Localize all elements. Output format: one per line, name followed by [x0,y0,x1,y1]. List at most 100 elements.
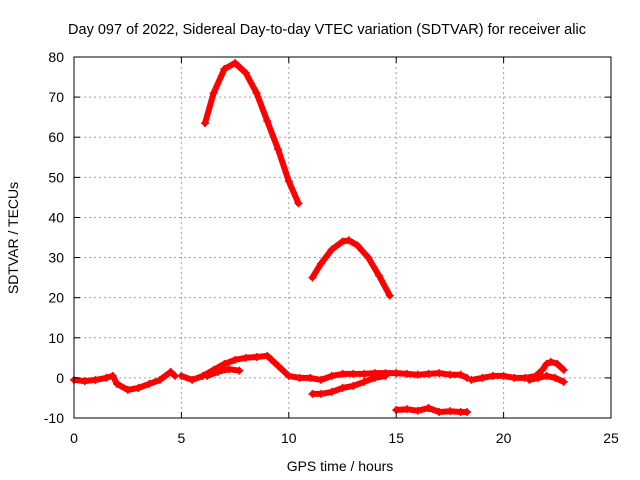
data-point [349,381,358,390]
data-point [533,373,542,382]
data-point [294,199,303,208]
x-tick-label: 5 [178,430,186,446]
data-point [145,379,154,388]
data-point [134,383,143,392]
data-point [108,371,117,380]
data-point [525,375,534,384]
data-point [263,117,272,126]
data-point [317,389,326,398]
data-point [317,375,326,384]
data-point [252,353,261,362]
data-point [252,89,261,98]
data-point [235,366,244,375]
data-point [102,373,111,382]
data-point [91,375,100,384]
data-point [213,367,222,376]
data-point [166,367,175,376]
data-point [359,377,368,386]
data-point [402,369,411,378]
series-base-6 [525,371,568,386]
data-point [542,371,551,380]
x-tick-label: 20 [496,430,512,446]
data-point [445,370,454,379]
data-point [510,373,519,382]
data-point [203,371,212,380]
grid [74,57,611,418]
data-point [274,145,283,154]
series-base-1 [70,367,179,394]
data-point [546,357,555,366]
data-point [80,377,89,386]
data-point [542,359,551,368]
data-point [413,370,422,379]
x-tick-label: 0 [70,430,78,446]
data-point [327,245,336,254]
data-point [538,365,547,374]
data-point [308,389,317,398]
data-point [209,89,218,98]
data-point [375,271,384,280]
data-point [349,369,358,378]
data-point [359,369,368,378]
data-point [402,405,411,414]
data-point [338,237,347,246]
series-line [202,60,302,207]
series-arc-high [201,59,303,208]
data-point [435,407,444,416]
data-point [551,373,560,382]
data-point [553,359,562,368]
series-arc-mid [308,236,394,300]
data-point [220,359,229,368]
data-point [295,373,304,382]
y-tick-label: 70 [48,89,64,105]
x-tick-label: 10 [281,430,297,446]
data-point [467,375,476,384]
data-point [220,65,229,74]
data-point [344,236,353,245]
series-base-4 [308,371,390,398]
y-tick-label: 60 [48,129,64,145]
series-base-3 [203,365,244,380]
y-tick-label: 0 [56,370,64,386]
data-point [224,365,233,374]
data-point [559,365,568,374]
data-point [188,375,197,384]
x-axis-label: GPS time / hours [287,458,394,474]
plot-frame [73,56,612,419]
series-low-arc [392,403,472,416]
data-point [274,361,283,370]
data-point [155,375,164,384]
series-line [204,366,243,379]
x-tick-label: 15 [388,430,404,446]
data-point [488,371,497,380]
y-tick-label: 40 [48,209,64,225]
data-point [435,369,444,378]
data-point [385,291,394,300]
data-point [559,377,568,386]
data-point [327,387,336,396]
data-point [424,369,433,378]
y-tick-label: -10 [44,410,64,426]
data-point [381,371,390,380]
data-point [308,273,317,282]
data-point [353,241,362,250]
x-tick-label: 25 [603,430,619,446]
data-point [263,351,272,360]
y-axis-label: SDTVAR / TECUs [5,182,21,294]
y-tick-label: 30 [48,250,64,266]
axis-ticks: 0 5 10 15 20 25 -10 0 10 20 30 40 50 60 70 80 [44,49,619,446]
data-point [112,379,121,388]
series-layer [70,59,568,416]
data-point [123,385,132,394]
data-point [241,69,250,78]
data-point [445,407,454,416]
data-point [317,259,326,268]
data-point [327,371,336,380]
data-point [463,407,472,416]
data-point [478,373,487,382]
data-point [284,371,293,380]
data-point [284,177,293,186]
data-point [201,119,210,128]
data-point [392,369,401,378]
